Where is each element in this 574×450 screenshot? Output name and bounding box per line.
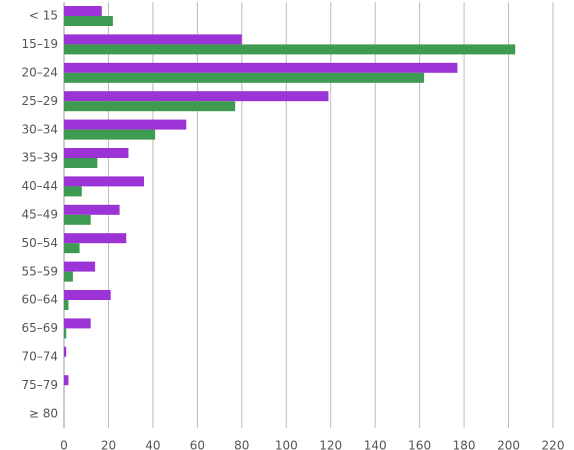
bar [64,261,96,272]
bar [64,16,113,26]
bar [64,346,67,357]
y-tick-label: 40–44 [21,179,58,193]
bar [64,148,129,158]
y-tick-label: 45–49 [21,208,58,222]
x-tick-label: 220 [542,439,565,450]
x-tick-label: 80 [234,439,249,450]
x-tick-label: 60 [190,439,205,450]
y-tick-label: 25–29 [21,94,58,108]
y-tick-label: 55–59 [21,264,58,278]
bar [64,290,111,300]
bar [64,158,98,168]
bar [64,129,156,140]
bar [64,328,67,339]
x-tick-label: 0 [60,439,68,450]
bar [64,34,242,45]
y-tick-label: 15–19 [21,37,58,51]
bar [64,6,102,16]
x-tick-label: 120 [319,439,342,450]
y-tick-label: 60–64 [21,293,58,307]
x-tick-label: 200 [497,439,520,450]
bar [64,72,425,83]
y-tick-label: 20–24 [21,66,58,80]
y-tick-label: 70–74 [21,350,58,364]
y-tick-label: < 15 [29,9,58,23]
x-tick-label: 140 [364,439,387,450]
y-tick-label: 75–79 [21,378,58,392]
bar [64,318,91,329]
bar [64,44,516,55]
bar [64,300,69,310]
bar [64,101,236,112]
y-tick-label: 30–34 [21,122,58,136]
x-tick-label: 160 [408,439,431,450]
bar [64,186,82,197]
bar [64,62,458,73]
bar [64,233,127,244]
bar [64,271,73,282]
x-tick-label: 40 [145,439,160,450]
x-tick-label: 100 [275,439,298,450]
bar [64,119,187,130]
x-tick-label: 20 [101,439,116,450]
y-tick-label: ≥ 80 [29,406,58,420]
x-tick-label: 180 [453,439,476,450]
bar [64,243,80,254]
bar [64,91,329,102]
bar [64,375,69,386]
bar [64,214,91,225]
y-tick-label: 35–39 [21,151,58,165]
bar [64,176,145,187]
y-tick-label: 50–54 [21,236,58,250]
y-tick-label: 65–69 [21,321,58,335]
bar [64,204,120,215]
